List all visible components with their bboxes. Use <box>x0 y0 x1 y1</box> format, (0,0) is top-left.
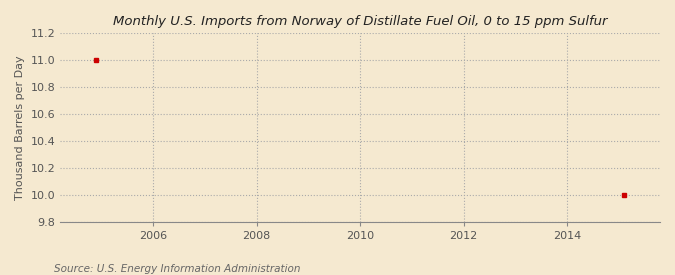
Title: Monthly U.S. Imports from Norway of Distillate Fuel Oil, 0 to 15 ppm Sulfur: Monthly U.S. Imports from Norway of Dist… <box>113 15 608 28</box>
Text: Source: U.S. Energy Information Administration: Source: U.S. Energy Information Administ… <box>54 264 300 274</box>
Y-axis label: Thousand Barrels per Day: Thousand Barrels per Day <box>15 55 25 200</box>
